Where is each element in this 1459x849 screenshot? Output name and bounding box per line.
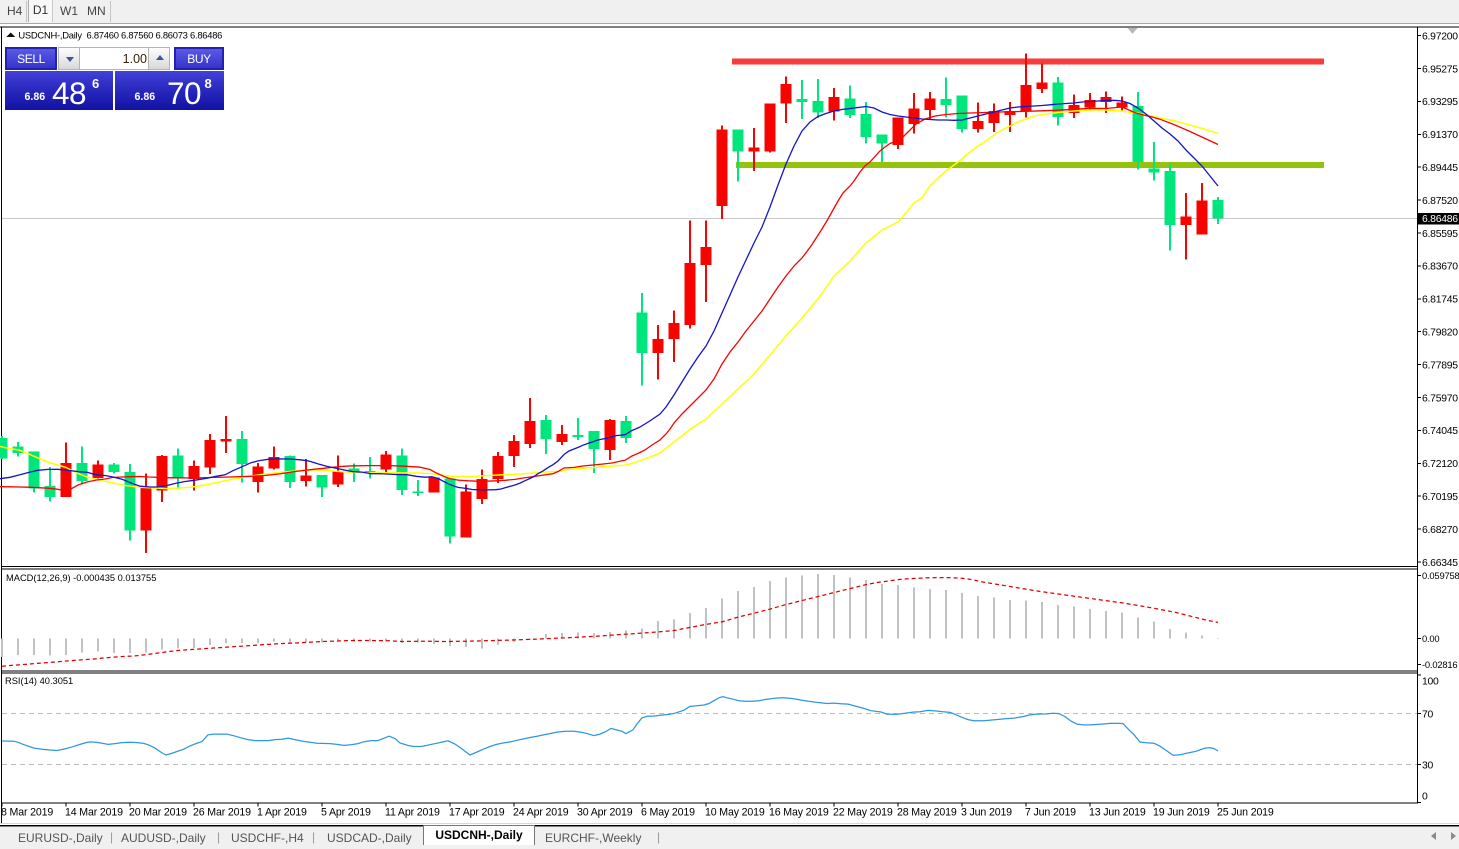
- svg-text:RSI(14) 40.3051: RSI(14) 40.3051: [5, 676, 73, 686]
- svg-text:0.059758: 0.059758: [1422, 570, 1459, 581]
- svg-text:6.91370: 6.91370: [1422, 130, 1458, 141]
- svg-text:6.83670: 6.83670: [1422, 262, 1458, 273]
- svg-text:0: 0: [1422, 792, 1428, 803]
- svg-text:7 Jun 2019: 7 Jun 2019: [1025, 807, 1076, 819]
- svg-text:16 May 2019: 16 May 2019: [769, 807, 829, 819]
- svg-text:6.70195: 6.70195: [1422, 492, 1458, 503]
- svg-text:28 May 2019: 28 May 2019: [897, 807, 957, 819]
- svg-text:13 Jun 2019: 13 Jun 2019: [1089, 807, 1146, 819]
- svg-text:MACD(12,26,9) -0.000435 0.0137: MACD(12,26,9) -0.000435 0.013755: [6, 573, 156, 583]
- svg-text:70: 70: [1422, 709, 1434, 720]
- svg-text:6.89445: 6.89445: [1422, 163, 1458, 174]
- svg-text:6.74045: 6.74045: [1422, 426, 1458, 437]
- svg-text:10 May 2019: 10 May 2019: [705, 807, 765, 819]
- svg-text:0.00: 0.00: [1422, 633, 1439, 644]
- svg-text:14 Mar 2019: 14 Mar 2019: [65, 807, 123, 819]
- svg-text:-0.02816: -0.02816: [1422, 659, 1457, 670]
- svg-text:6.87520: 6.87520: [1422, 196, 1458, 207]
- svg-text:6.97200: 6.97200: [1422, 31, 1458, 42]
- svg-text:6.79820: 6.79820: [1422, 328, 1458, 339]
- svg-text:30 Apr 2019: 30 Apr 2019: [577, 807, 633, 819]
- svg-text:USDCNH-,Daily 6.87460 6.87560: USDCNH-,Daily 6.87460 6.87560 6.86073 6.…: [18, 30, 222, 41]
- svg-text:6.77895: 6.77895: [1422, 360, 1458, 371]
- svg-text:11 Apr 2019: 11 Apr 2019: [385, 807, 440, 819]
- svg-text:6.81745: 6.81745: [1422, 295, 1458, 306]
- svg-text:8 Mar 2019: 8 Mar 2019: [1, 807, 53, 819]
- svg-text:6.95275: 6.95275: [1422, 64, 1458, 75]
- svg-text:1 Apr 2019: 1 Apr 2019: [257, 807, 307, 819]
- svg-text:6.86486: 6.86486: [1422, 214, 1458, 225]
- svg-text:6.75970: 6.75970: [1422, 393, 1458, 404]
- svg-text:25 Jun 2019: 25 Jun 2019: [1217, 807, 1274, 819]
- svg-text:20 Mar 2019: 20 Mar 2019: [129, 807, 187, 819]
- svg-text:17 Apr 2019: 17 Apr 2019: [449, 807, 505, 819]
- svg-text:6.68270: 6.68270: [1422, 525, 1458, 536]
- svg-text:6.72120: 6.72120: [1422, 459, 1458, 470]
- svg-text:6.66345: 6.66345: [1422, 558, 1458, 569]
- svg-text:6.93295: 6.93295: [1422, 97, 1458, 108]
- svg-text:6.85595: 6.85595: [1422, 229, 1458, 240]
- svg-text:100: 100: [1422, 677, 1439, 688]
- svg-text:30: 30: [1422, 760, 1434, 771]
- svg-text:5 Apr 2019: 5 Apr 2019: [321, 807, 371, 819]
- svg-text:6 May 2019: 6 May 2019: [641, 807, 695, 819]
- svg-text:22 May 2019: 22 May 2019: [833, 807, 893, 819]
- svg-text:3 Jun 2019: 3 Jun 2019: [961, 807, 1012, 819]
- svg-text:24 Apr 2019: 24 Apr 2019: [513, 807, 569, 819]
- svg-text:26 Mar 2019: 26 Mar 2019: [193, 807, 251, 819]
- svg-text:19 Jun 2019: 19 Jun 2019: [1153, 807, 1210, 819]
